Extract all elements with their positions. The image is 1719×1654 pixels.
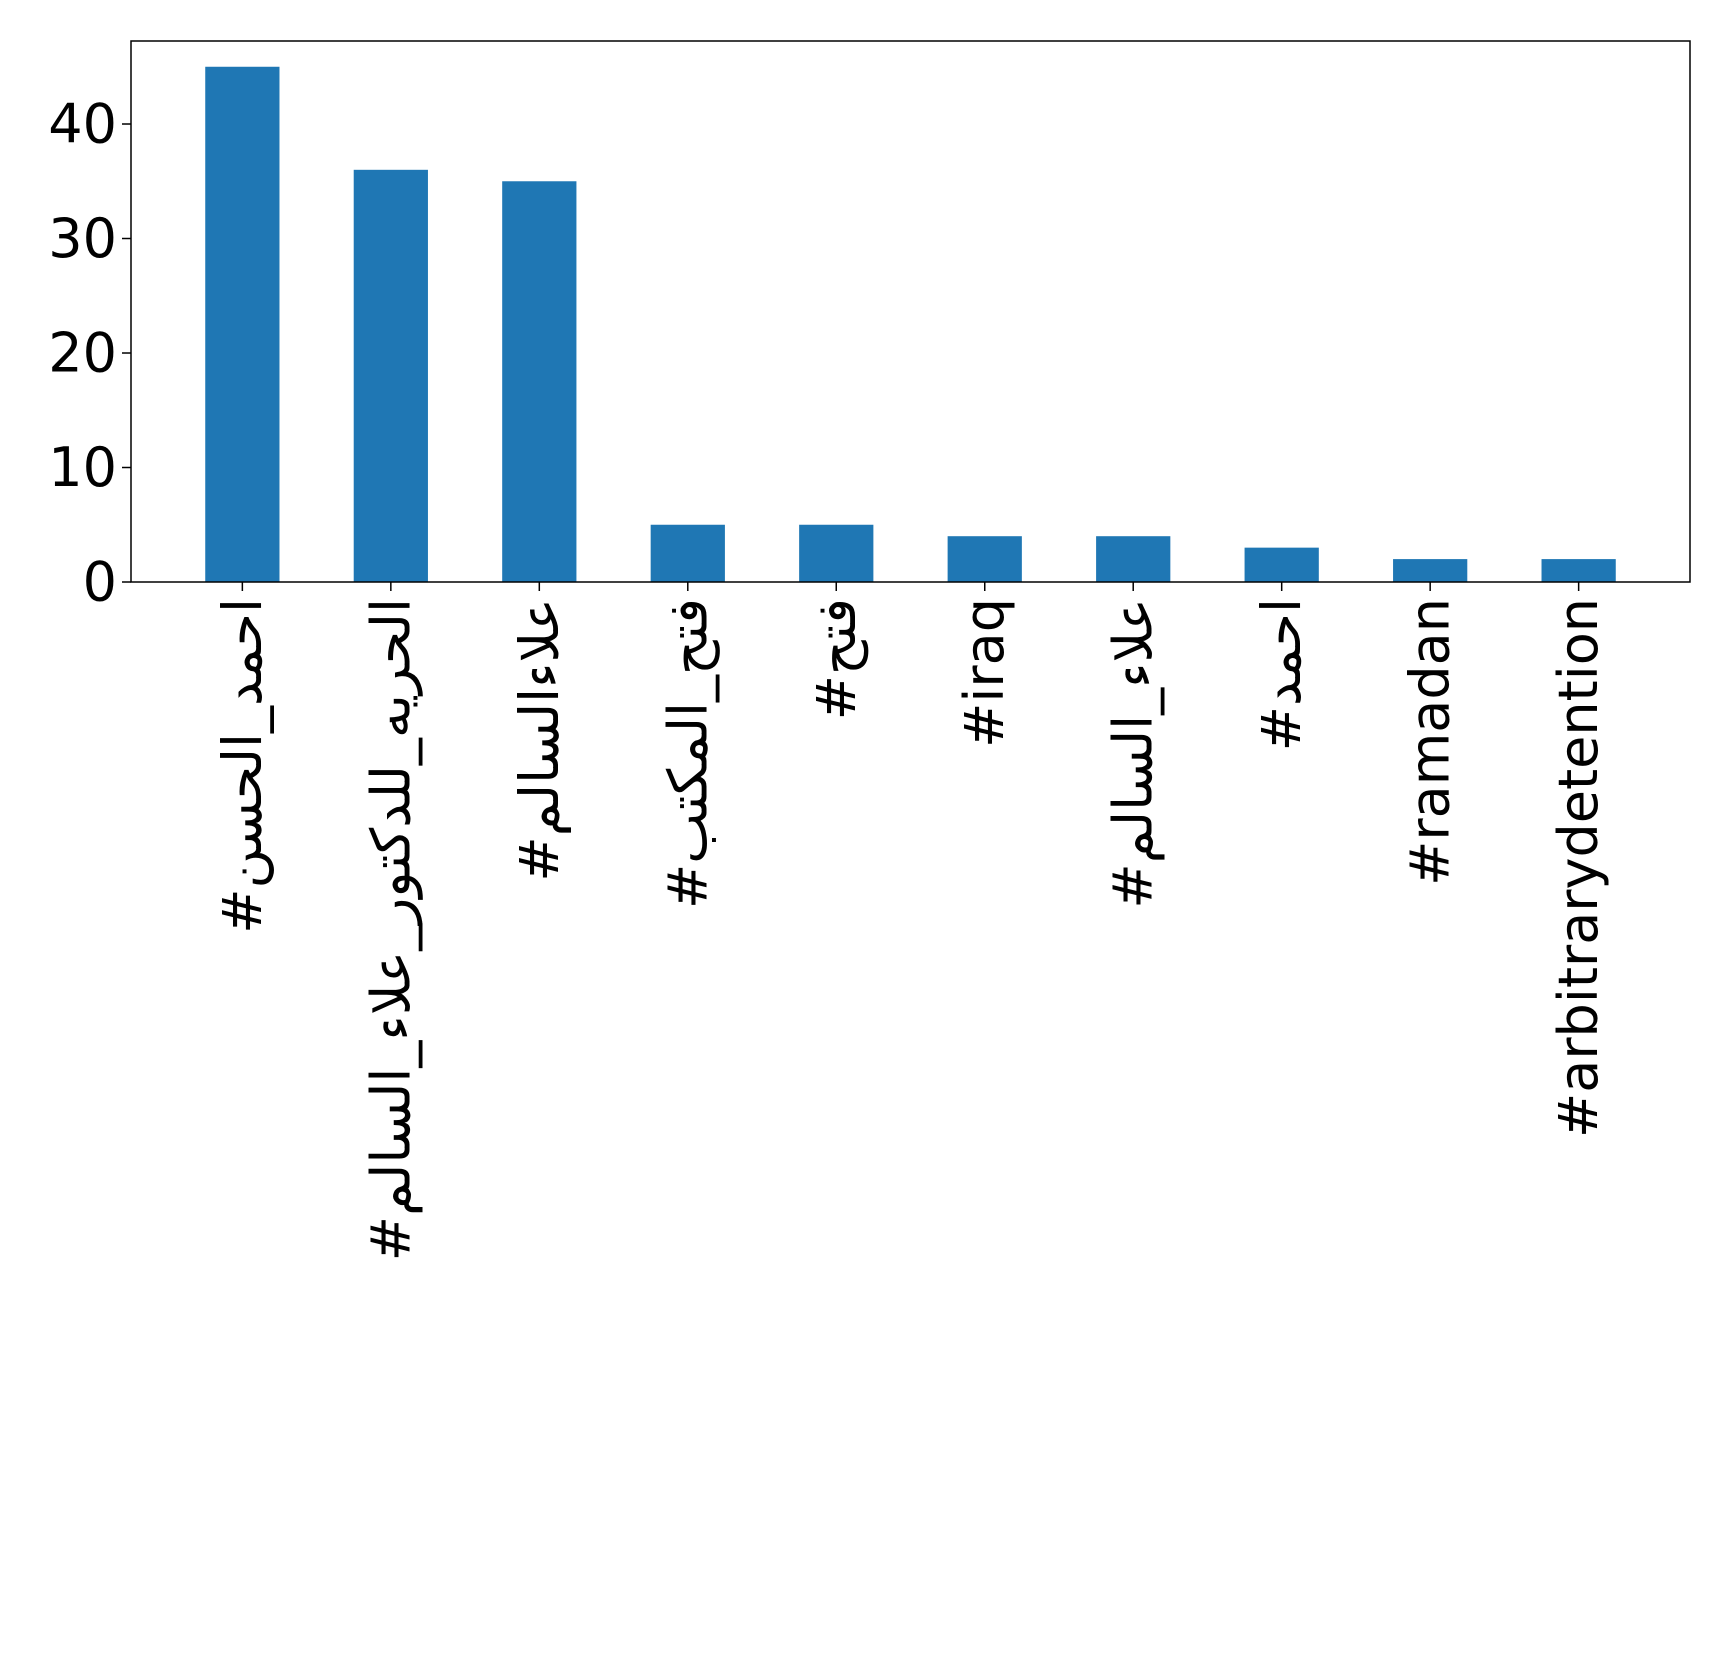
bar-7 [1244, 547, 1319, 582]
bar-3 [650, 524, 725, 582]
x-tick-label-8: #ramadan [1399, 598, 1462, 886]
bar-9 [1541, 559, 1616, 582]
x-tick-label-0: #احمد_الحسن [211, 598, 274, 934]
x-tick-label-3: #فتح_المكتب [656, 598, 720, 909]
y-tick-label-20: 20 [48, 322, 117, 385]
x-tick-label-9: #arbitrarydetention [1547, 598, 1610, 1138]
x-tick-label-4: #فتح [805, 598, 869, 720]
x-tick-label-2: #علاءالسالم [508, 598, 571, 882]
y-tick-label-40: 40 [48, 93, 117, 156]
y-tick-label-10: 10 [48, 436, 117, 499]
bar-2 [502, 181, 577, 582]
bars-layer [205, 66, 1616, 582]
bar-5 [947, 536, 1022, 582]
y-tick-label-0: 0 [83, 551, 117, 614]
x-tick-label-7: #احمد [1250, 598, 1313, 751]
bar-6 [1096, 536, 1171, 582]
plot-frame [130, 40, 1691, 583]
x-axis: #احمد_الحسن #الحريه_للدكتور_علاء_السالم #ع… [211, 582, 1610, 1261]
bar-8 [1393, 559, 1468, 582]
y-axis: 0 10 20 30 40 [48, 93, 131, 614]
x-tick-label-6: #علاء_السالم [1102, 598, 1165, 909]
y-tick-label-30: 30 [48, 207, 117, 270]
bar-4 [799, 524, 874, 582]
x-tick-label-1: #الحريه_للدكتور_علاء_السالم [359, 598, 422, 1261]
bar-0 [205, 66, 280, 582]
bar-1 [353, 169, 428, 582]
x-tick-label-5: #iraq [953, 598, 1016, 748]
